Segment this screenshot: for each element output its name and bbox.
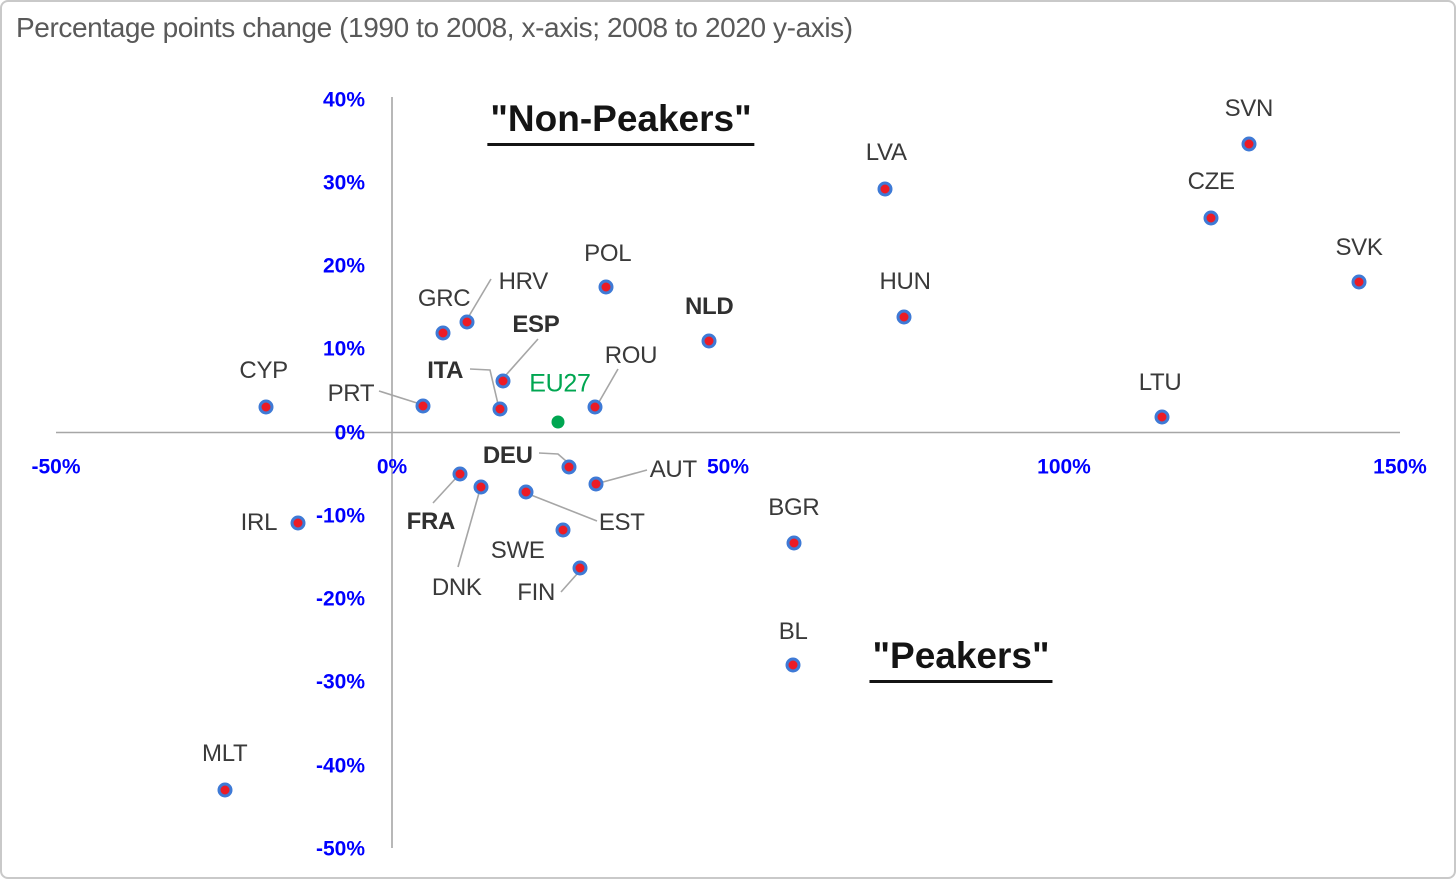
point-label-MLT: MLT: [202, 740, 248, 768]
data-point-EU27: [551, 415, 565, 429]
point-label-HRV: HRV: [498, 267, 549, 295]
data-point-DEU: [561, 459, 577, 475]
x-tick-label-0: 0%: [376, 455, 408, 479]
point-label-DEU: DEU: [482, 441, 533, 469]
point-label-FIN: FIN: [517, 579, 556, 607]
data-point-FRA: [452, 466, 468, 482]
leader-line-FIN: [560, 573, 578, 593]
y-tick-label--40: -40%: [315, 754, 365, 777]
leader-line-DEU: [538, 452, 567, 462]
point-label-SVN: SVN: [1224, 95, 1274, 123]
point-label-EU27: EU27: [529, 369, 591, 398]
data-point-ROU: [587, 399, 603, 415]
point-label-FRA: FRA: [406, 508, 456, 536]
point-label-NLD: NLD: [684, 292, 734, 320]
data-point-GRC: [435, 325, 451, 341]
leader-line-HRV: [468, 278, 492, 317]
data-point-NLD: [701, 333, 717, 349]
point-label-DNK: DNK: [431, 574, 482, 602]
point-label-ESP: ESP: [512, 310, 560, 338]
leader-line-ROU: [598, 368, 619, 403]
chart-title: Percentage points change (1990 to 2008, …: [16, 12, 853, 43]
data-point-SVK: [1351, 274, 1367, 290]
y-tick-label-30: 30%: [322, 171, 365, 195]
data-point-ESP: [495, 373, 511, 389]
data-point-AUT: [588, 476, 604, 492]
data-point-LTU: [1154, 409, 1170, 425]
point-label-SWE: SWE: [490, 536, 545, 564]
leader-line-AUT: [602, 469, 648, 483]
point-label-EST: EST: [598, 509, 645, 537]
leader-line-ESP: [505, 338, 539, 376]
y-tick-label-10: 10%: [322, 337, 365, 361]
y-tick-label-40: 40%: [322, 88, 365, 111]
point-label-BGR: BGR: [768, 494, 820, 522]
data-point-SVN: [1241, 136, 1257, 152]
y-tick-label-20: 20%: [322, 254, 365, 278]
data-point-MLT: [217, 782, 233, 798]
data-point-LVA: [877, 181, 893, 197]
point-label-ITA: ITA: [427, 357, 464, 385]
leader-line-DNK: [457, 492, 480, 568]
y-tick-label--20: -20%: [315, 587, 365, 611]
x-tick-label-150: 150%: [1373, 455, 1427, 479]
point-label-LVA: LVA: [865, 139, 907, 167]
point-label-SVK: SVK: [1335, 233, 1383, 261]
data-point-POL: [598, 279, 614, 295]
point-label-LTU: LTU: [1138, 368, 1182, 396]
x-tick-label--50: -50%: [31, 455, 81, 479]
point-label-ROU: ROU: [604, 341, 658, 369]
point-label-IRL: IRL: [240, 509, 278, 537]
point-label-BL: BL: [778, 617, 808, 645]
leader-line-ITA: [469, 368, 499, 405]
y-tick-label--30: -30%: [315, 670, 365, 694]
point-label-POL: POL: [584, 239, 632, 267]
point-label-AUT: AUT: [649, 456, 697, 484]
point-label-CYP: CYP: [239, 356, 288, 384]
leader-line-FRA: [432, 477, 457, 504]
data-point-BL: [785, 657, 801, 673]
annotation-peakers: "Peakers": [869, 635, 1053, 683]
annotation-non-peakers: "Non-Peakers": [487, 98, 755, 146]
data-point-HRV: [459, 314, 475, 330]
leader-line-EST: [530, 494, 598, 522]
y-tick-label-0: 0%: [334, 421, 365, 444]
y-tick-label--10: -10%: [315, 504, 365, 528]
point-label-HUN: HUN: [879, 267, 931, 295]
leader-line-PRT: [378, 390, 418, 404]
x-tick-label-100: 100%: [1037, 455, 1091, 479]
data-point-HUN: [896, 309, 912, 325]
data-point-CZE: [1203, 210, 1219, 226]
data-point-EST: [518, 484, 534, 500]
x-tick-label-50: 50%: [706, 455, 750, 479]
data-point-BGR: [786, 535, 802, 551]
data-point-PRT: [415, 398, 431, 414]
point-label-CZE: CZE: [1187, 167, 1235, 195]
data-point-FIN: [572, 560, 588, 576]
data-point-ITA: [492, 401, 508, 417]
point-label-GRC: GRC: [417, 284, 471, 312]
data-point-DNK: [473, 479, 489, 495]
data-point-IRL: [290, 515, 306, 531]
data-point-SWE: [555, 522, 571, 538]
y-tick-label--50: -50%: [315, 837, 365, 861]
data-point-CYP: [258, 399, 274, 415]
point-label-PRT: PRT: [327, 379, 375, 407]
